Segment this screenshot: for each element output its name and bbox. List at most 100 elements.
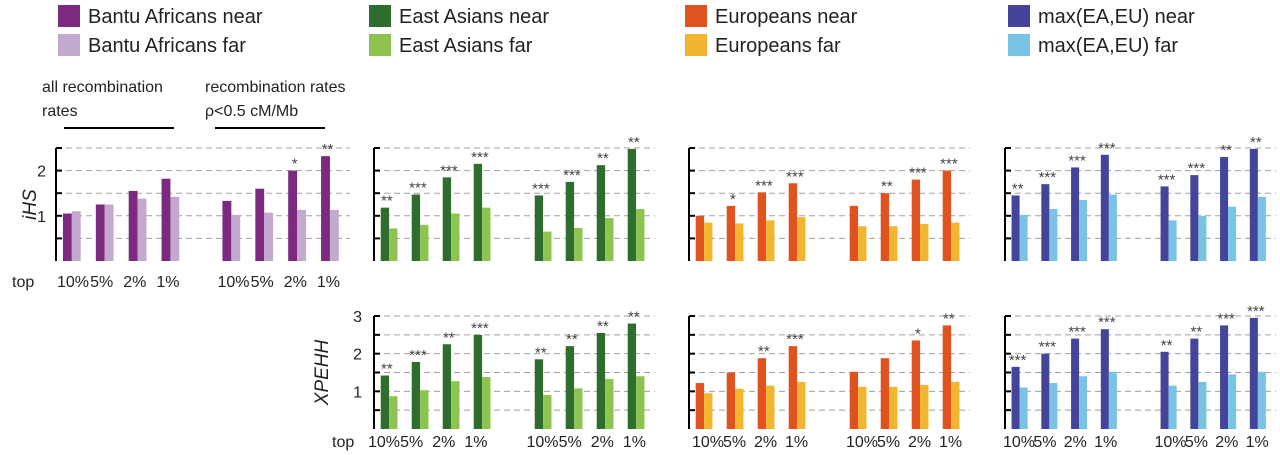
bar-near	[788, 346, 798, 429]
bar-near	[942, 170, 952, 261]
x-category-label: 10%	[1003, 434, 1035, 451]
x-category-label: 1%	[785, 434, 808, 451]
y-tick-label: 2	[353, 347, 362, 364]
bar-near	[380, 375, 390, 429]
bar-near	[473, 334, 483, 429]
x-category-label: 1%	[317, 274, 340, 291]
bar-far	[636, 209, 645, 261]
legend-swatch	[58, 34, 80, 56]
bar-far	[735, 388, 744, 429]
bar-near	[565, 346, 575, 429]
bar-far	[1079, 376, 1088, 429]
significance-label: **	[597, 318, 609, 335]
y-axis-label: iHS	[20, 189, 41, 220]
bar-far	[420, 224, 429, 261]
x-category-label: 10%	[218, 274, 250, 291]
x-category-label: 2%	[908, 434, 931, 451]
significance-label: **	[381, 361, 393, 378]
bar-near	[128, 190, 138, 261]
x-category-label: 1%	[464, 434, 487, 451]
significance-label: **	[443, 329, 455, 346]
y-tick-label: 2	[37, 164, 46, 181]
significance-label: ***	[471, 320, 489, 337]
header-all-line1: all recombination	[42, 79, 163, 96]
bar-far	[920, 223, 929, 261]
header-all-line2: rates	[42, 103, 78, 120]
x-category-label: 1%	[1094, 434, 1117, 451]
bar-near	[849, 371, 859, 429]
legend-swatch	[1008, 5, 1030, 27]
bar-far	[858, 386, 867, 429]
bar-far	[297, 209, 306, 261]
significance-label: ***	[1009, 352, 1027, 369]
bar-near	[849, 205, 859, 261]
significance-label: ***	[1217, 310, 1235, 327]
significance-label: **	[1012, 180, 1024, 197]
bar-far	[1168, 385, 1177, 429]
bar-near	[411, 361, 421, 429]
bar-near	[1220, 325, 1229, 429]
x-category-label: 2%	[123, 274, 146, 291]
significance-label: **	[1161, 337, 1173, 354]
x-category-label: 1%	[623, 434, 646, 451]
legend-label: Europeans far	[715, 35, 841, 57]
panel-6: ******************* ***10%5% 2% 1% 10%5% 2% 1%	[1003, 303, 1276, 451]
legend: Bantu Africans near Bantu Africans far Eas…	[58, 5, 1195, 57]
bar-far	[1168, 220, 1177, 261]
x-category-label: 2%	[432, 434, 455, 451]
legend-label: Bantu Africans near	[88, 6, 263, 28]
significance-label: **	[597, 150, 609, 167]
bar-near	[911, 340, 921, 429]
x-category-label: 10%	[692, 434, 724, 451]
bar-far	[704, 393, 713, 429]
bar-far	[704, 222, 713, 261]
bar-far	[1198, 381, 1207, 429]
x-category-label: 2%	[1064, 434, 1087, 451]
significance-label: ***	[409, 180, 427, 197]
panel-3: ******************* **	[1004, 134, 1276, 261]
significance-label: ***	[1098, 314, 1116, 331]
x-category-label: 10%	[846, 434, 878, 451]
bar-near	[321, 156, 330, 261]
bar-near	[942, 325, 952, 429]
x-category-label: 5%	[723, 434, 746, 451]
bar-near	[1160, 186, 1169, 261]
bar-far	[605, 218, 614, 261]
bar-near	[757, 358, 767, 429]
x-category-label: 1%	[1246, 434, 1269, 451]
significance-label: **	[1220, 142, 1232, 159]
x-category-label: 5%	[1033, 434, 1056, 451]
significance-label: **	[381, 193, 393, 210]
legend-label: East Asians far	[399, 35, 533, 57]
bar-far	[889, 226, 898, 261]
bar-near	[288, 170, 298, 261]
bar-far	[137, 198, 147, 261]
bar-far	[766, 220, 775, 261]
significance-label: ***	[1158, 171, 1176, 188]
legend-label: max(EA,EU) near	[1038, 6, 1195, 28]
bar-far	[951, 381, 960, 429]
y-tick-label: 1	[353, 384, 362, 401]
group-headers: all recombination rates recombination ra…	[42, 79, 346, 129]
significance-label: *	[292, 156, 298, 173]
bar-near	[726, 372, 736, 429]
bar-near	[1249, 148, 1258, 261]
top-label-row1: top	[12, 274, 34, 291]
bar-near	[1160, 351, 1169, 429]
legend-swatch	[58, 5, 80, 27]
x-category-label: 2%	[591, 434, 614, 451]
bar-far	[1257, 196, 1266, 261]
bar-far	[605, 378, 614, 429]
bar-far	[389, 228, 398, 261]
bar-near	[627, 148, 637, 261]
bar-far	[858, 226, 867, 261]
bar-near	[1100, 329, 1109, 429]
bar-far	[1108, 194, 1117, 261]
bar-far	[482, 377, 491, 429]
legend-label: Bantu Africans far	[88, 35, 246, 57]
significance-label: *	[730, 191, 736, 208]
bar-near	[1190, 175, 1199, 261]
x-category-label: 5%	[1185, 434, 1208, 451]
